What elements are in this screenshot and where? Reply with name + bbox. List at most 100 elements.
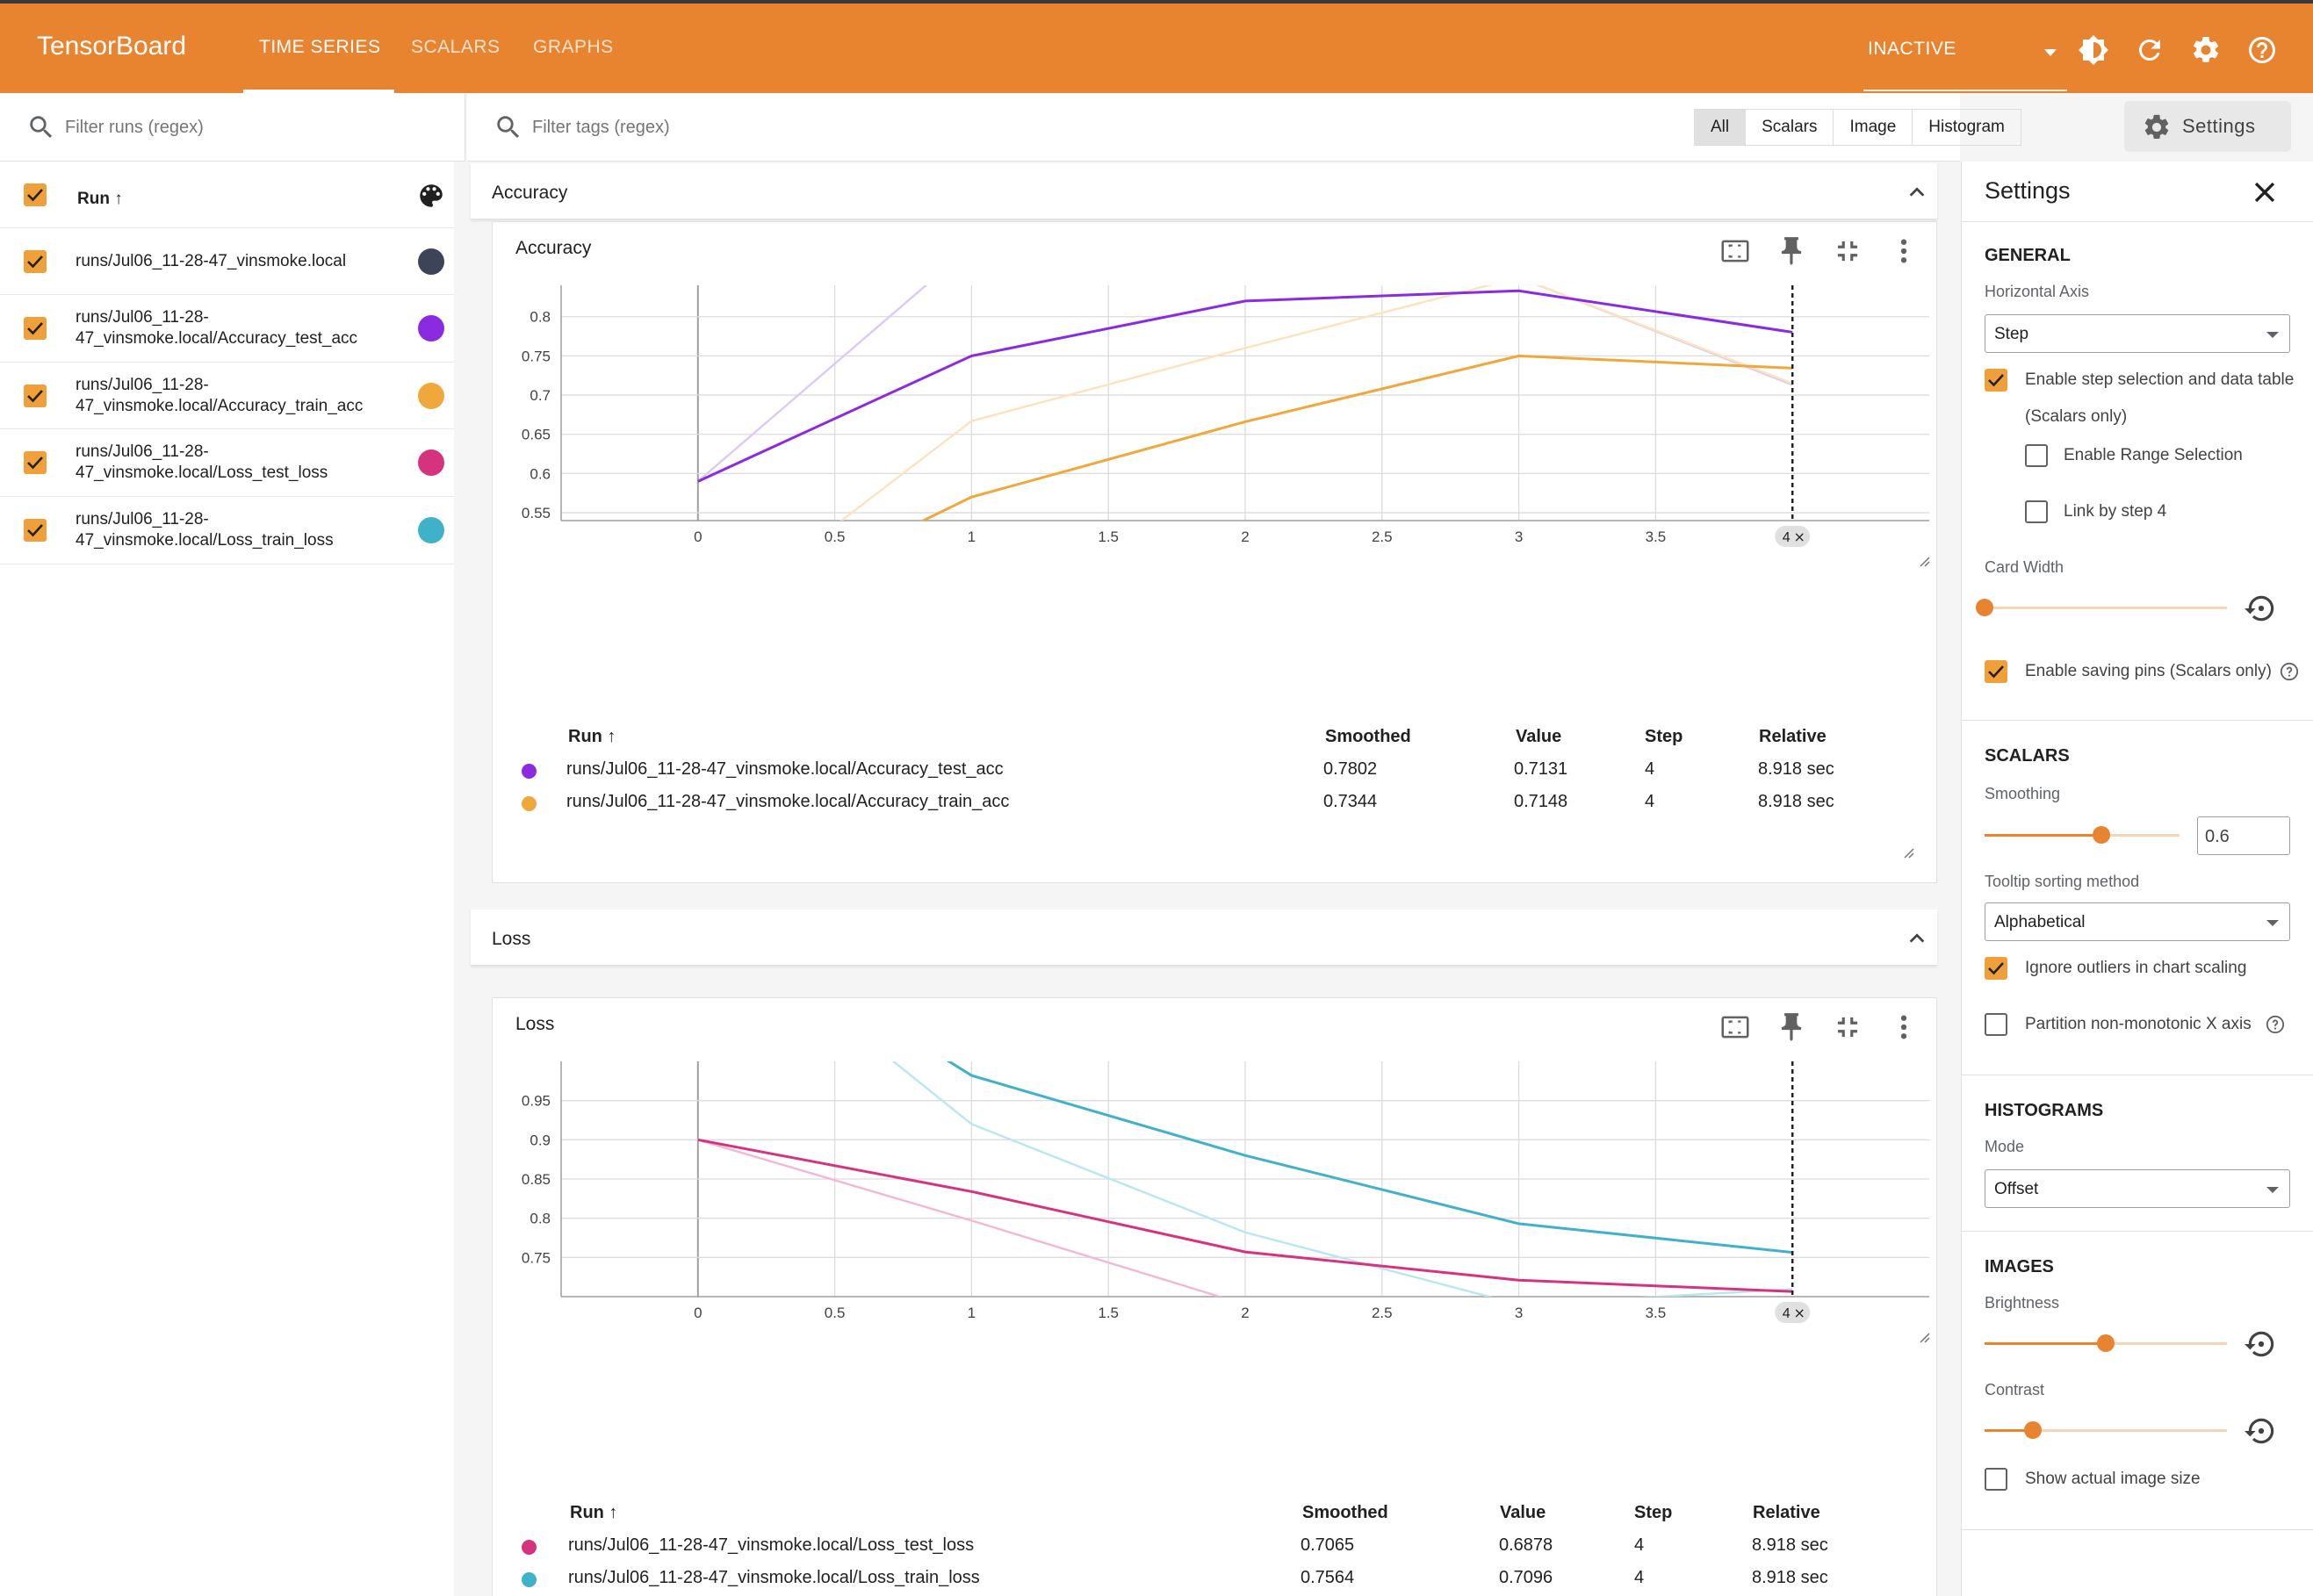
run-checkbox[interactable] (24, 385, 47, 407)
table-header-value[interactable]: Value (1516, 727, 1562, 746)
divider (1962, 1529, 2313, 1530)
link-by-step-checkbox[interactable] (2025, 500, 2048, 523)
smoothing-slider-thumb[interactable] (2093, 826, 2111, 844)
contrast-slider-thumb[interactable] (2024, 1421, 2043, 1439)
card-width-slider-thumb[interactable] (1976, 599, 1993, 616)
collapse-card-icon[interactable] (1831, 1010, 1864, 1044)
x-tick-label: 2 (1241, 528, 1249, 545)
select-all-checkbox[interactable] (24, 183, 47, 206)
step-selector-chip[interactable] (1775, 1302, 1811, 1323)
loss-line-chart[interactable]: 0 0.5 1 1.5 2 2.5 3 3.5 0.75 0.8 0.85 0.9 0.95 4 × (493, 998, 1938, 1490)
gear-icon[interactable] (2190, 34, 2222, 66)
chart-resize-handle[interactable] (1920, 1333, 1930, 1343)
histogram-mode-select[interactable]: Offset (1985, 1169, 2290, 1208)
saving-pins-checkbox[interactable] (1985, 660, 2007, 683)
help-icon[interactable] (2280, 662, 2299, 681)
palette-icon[interactable] (416, 181, 446, 211)
settings-button-label: Settings (2182, 115, 2256, 137)
horizontal-axis-select[interactable]: Step (1985, 314, 2290, 353)
chart-plot-area[interactable]: 0 0.5 1 1.5 2 2.5 3 3.5 0.55 0.6 0.65 0.7 0.75 0.8 4 × (522, 222, 1930, 630)
runs-filter[interactable]: Filter runs (regex) (0, 93, 465, 162)
brightness-slider-thumb[interactable] (2097, 1334, 2115, 1352)
table-header-step[interactable]: Step (1634, 1503, 1673, 1522)
ignore-outliers-checkbox[interactable] (1985, 957, 2007, 980)
run-checkbox[interactable] (24, 519, 47, 542)
group-title: Accuracy (492, 183, 568, 203)
step-selection-checkbox[interactable] (1985, 369, 2007, 392)
type-histogram-button[interactable]: Histogram (1928, 118, 2005, 136)
runs-scrollbar[interactable] (454, 162, 465, 1596)
tab-time-series[interactable]: TIME SERIES (259, 37, 381, 57)
refresh-icon[interactable] (2134, 34, 2165, 66)
tooltip-sort-select[interactable]: Alphabetical (1985, 902, 2290, 941)
table-header-smoothed[interactable]: Smoothed (1325, 727, 1411, 746)
close-icon[interactable]: × (1793, 528, 1805, 545)
contrast-slider-track[interactable] (1985, 1429, 2227, 1432)
run-color-swatch[interactable] (418, 517, 444, 543)
more-vert-icon[interactable] (1887, 1010, 1920, 1044)
table-header-run[interactable]: Run ↑ (570, 1503, 618, 1522)
histogram-mode-label: Mode (1985, 1138, 2025, 1155)
run-checkbox[interactable] (24, 317, 47, 340)
table-header-run[interactable]: Run ↑ (568, 727, 616, 746)
table-header-relative[interactable]: Relative (1753, 1503, 1820, 1522)
run-row[interactable]: runs/Jul06_11-28- 47_vinsmoke.local/Loss_… (0, 497, 465, 564)
help-icon[interactable] (2266, 1015, 2285, 1034)
plugin-dropdown[interactable]: INACTIVE (1868, 39, 1956, 59)
table-header-step[interactable]: Step (1645, 727, 1683, 746)
x-tick-label: 2.5 (1372, 528, 1393, 545)
table-header-smoothed[interactable]: Smoothed (1302, 1503, 1388, 1522)
pin-icon[interactable] (1775, 1010, 1808, 1044)
theme-toggle-icon[interactable] (2078, 34, 2109, 66)
settings-button[interactable]: Settings (2124, 101, 2291, 152)
y-tick-label: 0.75 (522, 348, 551, 364)
run-color-swatch[interactable] (418, 315, 444, 341)
tab-graphs[interactable]: GRAPHS (533, 37, 614, 57)
smoothing-input[interactable]: 0.6 (2197, 816, 2290, 855)
table-header-relative[interactable]: Relative (1759, 727, 1827, 746)
chevron-down-icon[interactable] (2044, 49, 2057, 56)
group-header-accuracy[interactable]: Accuracy (471, 163, 1937, 219)
range-selection-checkbox[interactable] (2025, 444, 2048, 467)
type-image-button[interactable]: Image (1834, 110, 1913, 145)
reset-icon[interactable] (2245, 592, 2278, 625)
fit-domain-icon[interactable] (1719, 1010, 1752, 1044)
run-row[interactable]: runs/Jul06_11-28- 47_vinsmoke.local/Accur… (0, 295, 465, 363)
fit-domain-icon[interactable] (1719, 234, 1752, 268)
chevron-up-icon[interactable] (1907, 929, 1927, 948)
run-row[interactable]: runs/Jul06_11-28- 47_vinsmoke.local/Accur… (0, 363, 465, 429)
more-vert-icon[interactable] (1887, 234, 1920, 268)
run-row[interactable]: runs/Jul06_11-28- 47_vinsmoke.local/Loss_… (0, 429, 465, 497)
close-icon[interactable]: × (1793, 1305, 1805, 1321)
close-icon[interactable] (2250, 177, 2280, 207)
chart-resize-handle[interactable] (1920, 557, 1930, 567)
run-row[interactable]: runs/Jul06_11-28-47_vinsmoke.local (0, 228, 465, 295)
actual-image-size-checkbox[interactable] (1985, 1468, 2007, 1491)
collapse-card-icon[interactable] (1831, 234, 1864, 268)
chart-plot-area[interactable]: 0 0.5 1 1.5 2 2.5 3 3.5 0.75 0.8 0.85 0.9 0.95 4 × (522, 998, 1930, 1375)
help-icon[interactable] (2246, 34, 2278, 66)
y-tick-label: 0.8 (530, 1211, 551, 1227)
run-color-swatch[interactable] (418, 383, 444, 409)
type-scalars-button[interactable]: Scalars (1746, 110, 1834, 145)
group-header-loss[interactable]: Loss (471, 909, 1937, 966)
accuracy-line-chart[interactable]: 0 0.5 1 1.5 2 2.5 3 3.5 0.55 0.6 0.65 0.7 0.75 0.8 4 × (493, 222, 1938, 714)
run-checkbox[interactable] (24, 451, 47, 474)
partition-checkbox[interactable] (1985, 1013, 2007, 1036)
run-checkbox[interactable] (24, 250, 47, 273)
type-all-button[interactable]: All (1695, 110, 1747, 145)
reset-icon[interactable] (2245, 1327, 2278, 1361)
chevron-up-icon[interactable] (1907, 183, 1927, 202)
run-sort-header[interactable]: Run ↑ (77, 190, 123, 208)
pin-icon[interactable] (1775, 234, 1808, 268)
run-color-swatch[interactable] (418, 248, 444, 275)
step-selector-chip[interactable] (1775, 526, 1811, 547)
table-resize-handle[interactable] (1901, 845, 1915, 859)
runs-filter-input[interactable]: Filter runs (regex) (65, 118, 204, 137)
reset-icon[interactable] (2245, 1414, 2278, 1448)
tab-scalars[interactable]: SCALARS (411, 37, 501, 57)
tag-filter-input[interactable]: Filter tags (regex) (532, 118, 670, 137)
table-header-value[interactable]: Value (1500, 1503, 1546, 1522)
run-color-swatch[interactable] (418, 449, 444, 476)
card-width-slider-track[interactable] (1985, 607, 2227, 609)
